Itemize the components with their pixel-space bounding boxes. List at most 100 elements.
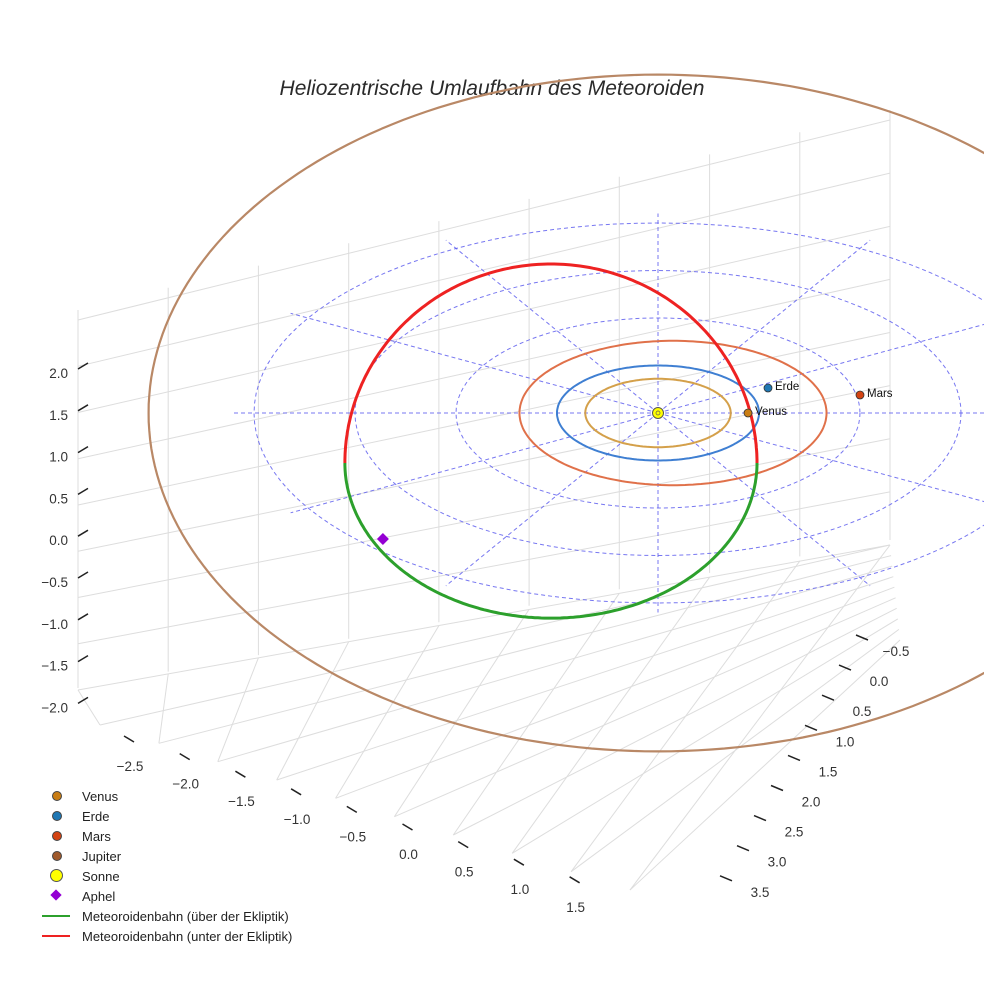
z-tick-label: −1.0	[41, 617, 68, 632]
grid-line	[77, 544, 891, 691]
y-tick-mark	[804, 724, 818, 731]
grid-line	[217, 657, 259, 762]
legend-label: Erde	[82, 808, 110, 824]
grid-line	[393, 609, 530, 817]
y-tick-mark	[736, 845, 750, 852]
grid-line	[511, 618, 899, 854]
legend-item-sonne[interactable]: Sonne	[42, 866, 292, 886]
planet-orbits	[147, 73, 984, 753]
z-tick-label: −1.5	[41, 659, 68, 674]
legend-label: Aphel	[82, 888, 116, 904]
sun-marker	[652, 407, 664, 419]
z-tick-label: 1.0	[49, 450, 68, 465]
z-tick-label: 1.5	[49, 408, 68, 423]
meteoroid-orbit	[343, 262, 759, 620]
orbit-jupiter	[147, 73, 984, 753]
x-tick-mark	[123, 735, 135, 743]
y-tick-mark	[753, 814, 767, 822]
legend-item-jupiter[interactable]: Jupiter	[42, 846, 292, 866]
y-tick-label: 0.0	[870, 674, 889, 689]
y-tick-label: 3.0	[768, 855, 787, 870]
grid-line	[77, 332, 891, 506]
diamond-marker-icon	[50, 889, 62, 901]
grid-line	[99, 544, 891, 726]
aphel-marker	[376, 533, 389, 545]
x-tick-label: −1.5	[228, 794, 255, 809]
axis-box-grid	[77, 110, 901, 891]
grid-line	[77, 172, 891, 367]
legend-item-aphel[interactable]: Aphel	[42, 886, 292, 906]
planet-markers: Venus Erde Mars	[376, 381, 893, 545]
y-tick-label: 1.0	[836, 734, 855, 749]
grid-line	[217, 565, 893, 763]
grid-line	[511, 576, 711, 854]
y-tick-mark	[787, 754, 801, 762]
z-tick-mark	[77, 696, 89, 705]
meteoroid-path-above	[343, 463, 759, 620]
z-tick-mark	[77, 571, 89, 579]
y-tick-mark	[770, 784, 784, 792]
grid-line	[570, 628, 900, 873]
y-tick-mark	[821, 694, 835, 701]
y-tick-label: 2.0	[802, 795, 821, 810]
legend-item-mars[interactable]: Mars	[42, 826, 292, 846]
ecliptic-radial-line	[657, 412, 871, 587]
legend-item-path-above[interactable]: Meteoroidenbahn (über der Ekliptik)	[42, 906, 292, 926]
grid-line	[629, 639, 901, 891]
orbit-mars	[518, 339, 828, 487]
legend-label: Meteoroidenbahn (über der Ekliptik)	[82, 908, 289, 924]
y-tick-label: 2.5	[785, 825, 804, 840]
legend-label: Sonne	[82, 868, 120, 884]
x-tick-mark	[346, 805, 358, 814]
x-tick-label: −2.5	[117, 759, 144, 774]
legend-label: Meteoroidenbahn (unter der Ekliptik)	[82, 928, 293, 944]
grid-line	[77, 225, 891, 413]
planet-label-erde: Erde	[775, 381, 799, 393]
z-tick-mark	[77, 654, 89, 663]
grid-line	[77, 438, 891, 598]
y-tick-label: 0.5	[853, 704, 872, 719]
legend-item-venus[interactable]: Venus	[42, 786, 292, 806]
mars-marker-icon	[52, 831, 62, 841]
planet-marker-mars	[855, 390, 865, 400]
x-tick-mark	[513, 858, 525, 866]
jupiter-marker-icon	[52, 851, 62, 861]
y-tick-mark	[855, 634, 869, 641]
x-tick-label: −0.5	[339, 829, 366, 844]
z-tick-label: −2.0	[41, 700, 68, 715]
meteoroid-path-below	[343, 262, 759, 463]
z-tick-mark	[77, 613, 89, 621]
z-tick-mark	[77, 404, 89, 412]
legend-item-path-below[interactable]: Meteoroidenbahn (unter der Ekliptik)	[42, 926, 292, 946]
x-tick-label: 1.0	[511, 882, 530, 897]
x-tick-label: −1.0	[284, 812, 311, 827]
grid-line	[158, 673, 169, 744]
venus-marker-icon	[52, 791, 62, 801]
planet-label-mars: Mars	[867, 388, 893, 400]
z-tick-mark	[77, 362, 89, 370]
legend-label: Mars	[82, 828, 111, 844]
z-tick-mark	[77, 487, 89, 496]
ecliptic-radial-line	[445, 412, 659, 587]
x-tick-label: 0.5	[455, 865, 474, 880]
planet-marker-erde	[763, 383, 773, 393]
grid-line	[77, 491, 891, 645]
grid-line	[276, 641, 350, 781]
x-tick-label: 1.5	[566, 900, 585, 915]
y-tick-label: 3.5	[751, 885, 770, 900]
grid-line	[77, 278, 891, 460]
legend-label: Venus	[82, 788, 119, 804]
grid-line	[394, 597, 896, 818]
z-tick-mark	[77, 529, 89, 537]
x-tick-mark	[457, 840, 469, 849]
x-tick-mark	[290, 788, 302, 796]
line-marker-icon	[42, 915, 70, 917]
ecliptic-radial-line	[290, 312, 659, 414]
legend-item-erde[interactable]: Erde	[42, 806, 292, 826]
ecliptic-radial-line	[657, 239, 871, 414]
z-tick-label: 0.5	[49, 491, 68, 506]
sun-marker-icon	[50, 869, 63, 882]
y-tick-mark	[838, 664, 852, 671]
grid-line	[453, 607, 897, 836]
